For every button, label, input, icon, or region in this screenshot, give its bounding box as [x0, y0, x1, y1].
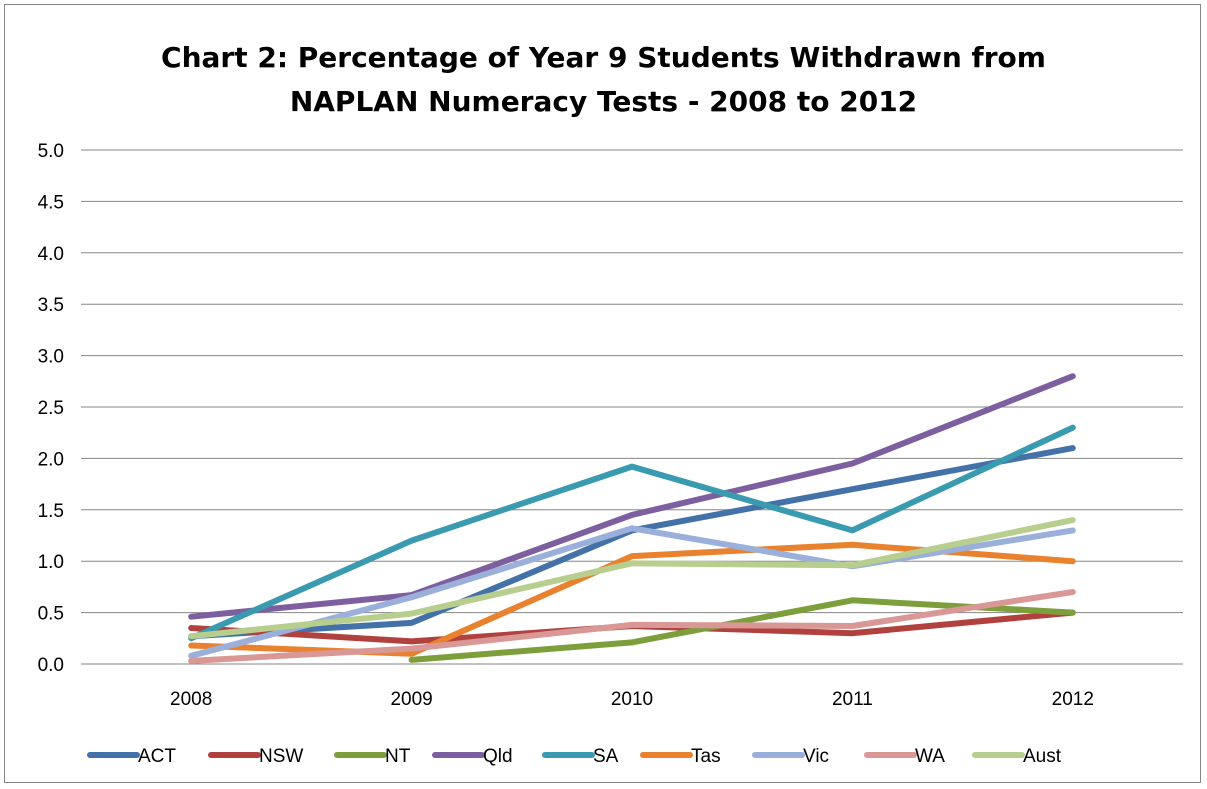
series-line-vic	[188, 525, 1076, 659]
y-tick-label: 1.0	[38, 552, 64, 573]
series-line-qld	[188, 373, 1076, 620]
legend-label-tas: Tas	[691, 746, 721, 767]
x-tick-label: 2012	[1052, 689, 1094, 710]
legend-label-nsw: NSW	[259, 746, 303, 767]
y-tick-label: 4.5	[38, 192, 64, 213]
y-tick-label: 2.5	[38, 398, 64, 419]
y-tick-label: 2.0	[38, 449, 64, 470]
series-line-sa	[188, 424, 1076, 642]
legend: ACT NSW NT Qld SA Tas Vic WA Aust	[87, 746, 1062, 767]
legend-label-wa: WA	[915, 746, 945, 767]
y-tick-label: 0.0	[38, 655, 64, 676]
x-axis-tick-labels: 2008 2009 2010 2011 2012	[170, 689, 1094, 710]
legend-label-act: ACT	[138, 746, 176, 767]
x-tick-label: 2011	[832, 689, 873, 710]
x-tick-label: 2008	[170, 689, 212, 710]
series-line-aust	[188, 517, 1076, 640]
y-tick-label: 1.5	[38, 501, 64, 522]
legend-label-vic: Vic	[803, 746, 829, 767]
grid-lines	[81, 149, 1183, 665]
legend-label-nt: NT	[385, 746, 411, 767]
x-tick-label: 2009	[390, 689, 432, 710]
chart-title: Chart 2: Percentage of Year 9 Students W…	[0, 36, 1207, 124]
series-lines	[188, 373, 1076, 664]
series-line-wa	[188, 589, 1076, 664]
x-tick-label: 2010	[611, 689, 653, 710]
y-tick-label: 0.5	[38, 604, 64, 625]
y-tick-label: 5.0	[38, 141, 64, 162]
legend-label-aust: Aust	[1023, 746, 1062, 767]
y-tick-label: 4.0	[38, 244, 64, 265]
legend-label-qld: Qld	[483, 746, 513, 767]
y-tick-label: 3.0	[38, 347, 64, 368]
y-axis-tick-labels: 0.0 0.5 1.0 1.5 2.0 2.5 3.0 3.5 4.0 4.5 5.0	[38, 141, 64, 676]
chart-title-line-2: NAPLAN Numeracy Tests - 2008 to 2012	[289, 85, 918, 118]
y-tick-label: 3.5	[38, 295, 64, 316]
legend-label-sa: SA	[593, 746, 619, 767]
chart-title-line-1: Chart 2: Percentage of Year 9 Students W…	[161, 41, 1046, 74]
